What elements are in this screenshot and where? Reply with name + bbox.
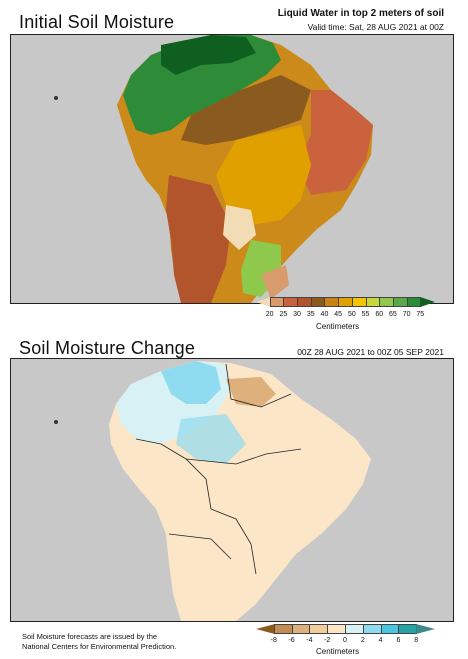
colorbar-cell [345, 624, 364, 634]
colorbar-cell [297, 297, 312, 307]
colorbar-cell [398, 624, 418, 634]
colorbar-cell [379, 297, 394, 307]
colorbar-cell [309, 624, 329, 634]
amazon-wetting-area [176, 414, 246, 464]
initial-soil-moisture-map-svg [11, 35, 453, 303]
top-map-title: Initial Soil Moisture [19, 12, 175, 32]
colorbar-cell [351, 297, 367, 307]
colorbar-tick-label: 50 [347, 311, 356, 318]
soil-moisture-change-map [10, 358, 454, 622]
colorbar-tick-label: 45 [334, 311, 343, 318]
top-colorbar-ticks: 20 25 30 35 40 45 50 55 60 65 70 75 [256, 311, 434, 321]
colorbar-tick-label: 6 [396, 637, 401, 644]
colorbar-cell [273, 624, 293, 634]
bottom-colorbar [256, 624, 435, 634]
very-wet-coast [161, 35, 256, 75]
colorbar-tick-label: 20 [265, 311, 274, 318]
soil-moisture-change-map-svg [11, 359, 453, 621]
colorbar-cell [256, 624, 275, 634]
venezuela-strong-wetting [161, 361, 221, 404]
chaco-dry-patch [223, 205, 256, 250]
amazon-mixed-region [181, 75, 311, 145]
uruguay-region [261, 265, 289, 299]
caribbean-island-change [54, 420, 58, 424]
colorbar-cell [392, 297, 408, 307]
footer-line-2: National Centers for Environmental Predi… [22, 642, 177, 651]
bottom-colorbar-unit: Centimeters [316, 647, 360, 656]
bottom-map-period: 00Z 28 AUG 2021 to 00Z 05 SEP 2021 [297, 347, 444, 357]
colorbar-cell [291, 624, 311, 634]
colorbar-cell [406, 297, 422, 307]
colorbar-cell [338, 297, 353, 307]
colorbar-tick-label: 4 [378, 637, 383, 644]
colorbar-cell [365, 297, 381, 307]
colorbar-cell [327, 624, 346, 634]
colorbar-tick-label: 8 [414, 637, 419, 644]
colorbar-tick-label: -2 [324, 637, 331, 644]
colorbar-cell [269, 297, 285, 307]
northeast-dry-region [296, 90, 373, 195]
colorbar-tick-label: 75 [416, 311, 425, 318]
colorbar-tick-label: 60 [375, 311, 384, 318]
southwest-dry-region [166, 175, 231, 303]
colorbar-cell [256, 297, 271, 307]
colorbar-tick-label: 0 [343, 637, 347, 644]
colorbar-cell [416, 624, 435, 634]
central-yellow-region [216, 125, 311, 225]
colorbar-cell [420, 297, 435, 307]
colorbar-cell [310, 297, 326, 307]
colorbar-tick-label: 2 [360, 637, 365, 644]
colorbar-tick-label: 30 [293, 311, 301, 318]
colorbar-tick-label: -4 [306, 637, 313, 644]
colorbar-tick-label: 35 [306, 311, 315, 318]
colorbar-cell [324, 297, 340, 307]
footer-note: Soil Moisture forecasts are issued by th… [22, 632, 176, 652]
bottom-map-title: Soil Moisture Change [19, 338, 196, 358]
colorbar-cell [283, 297, 299, 307]
colorbar-tick-label: 70 [402, 311, 411, 318]
guyana-drying [226, 377, 276, 407]
top-map-valid-time: Valid time: Sat, 28 AUG 2021 at 00Z [307, 22, 444, 32]
colorbar-cell [380, 624, 400, 634]
colorbar-tick-label: 40 [320, 311, 329, 318]
country-borders [135, 363, 302, 575]
colorbar-cell [362, 624, 382, 634]
colorbar-tick-label: 55 [361, 311, 370, 318]
colorbar-tick-label: 65 [389, 311, 397, 318]
colorbar-tick-label: 25 [279, 311, 288, 318]
colorbar-tick-label: -6 [288, 637, 295, 644]
caribbean-island [54, 96, 58, 100]
initial-soil-moisture-map [10, 34, 454, 304]
top-map-subtitle: Liquid Water in top 2 meters of soil [277, 8, 444, 19]
colorbar-tick-label: -8 [270, 637, 277, 644]
top-colorbar-unit: Centimeters [316, 322, 360, 331]
footer-line-1: Soil Moisture forecasts are issued by th… [22, 632, 158, 641]
top-colorbar [256, 297, 435, 307]
bottom-colorbar-ticks: -8 -6 -4 -2 0 2 4 6 8 [256, 637, 434, 647]
